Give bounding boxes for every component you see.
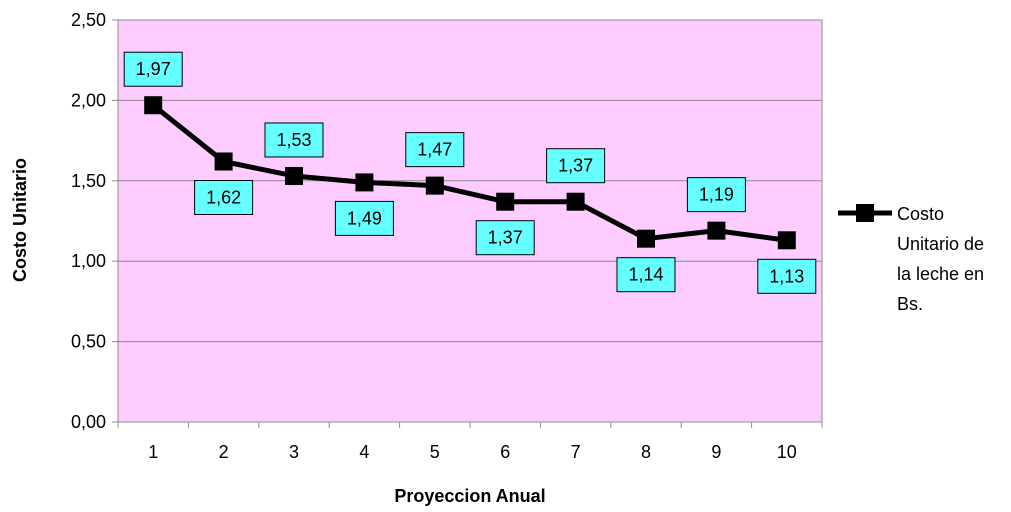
data-label: 1,47 (405, 132, 465, 168)
data-point (777, 231, 796, 250)
data-point (707, 221, 726, 240)
legend-label: Costo (897, 204, 944, 224)
x-tick-label: 10 (777, 442, 797, 462)
y-tick-label: 0,50 (71, 332, 106, 352)
legend-label: la leche en (897, 264, 984, 284)
data-point (144, 96, 163, 115)
data-label-box (546, 148, 606, 184)
y-axis-ticks: 0,00 0,50 1,00 1,50 2,00 2,50 (71, 10, 118, 432)
data-label: 1,37 (475, 220, 535, 256)
data-label-box (757, 258, 817, 294)
series-line (151, 103, 788, 243)
series-line-path (151, 103, 788, 243)
data-label: 1,19 (686, 177, 746, 213)
legend-marker (856, 204, 874, 222)
y-tick-label: 0,00 (71, 412, 106, 432)
x-tick-label: 5 (430, 442, 440, 462)
data-label-text: 1,49 (347, 208, 382, 228)
y-tick-label: 1,00 (71, 251, 106, 271)
data-point (355, 173, 374, 192)
data-label-text: 1,14 (628, 265, 663, 285)
x-tick-label: 4 (359, 442, 369, 462)
data-label-text: 1,47 (417, 140, 452, 160)
data-label-box (475, 220, 535, 256)
data-label-text: 1,37 (558, 156, 593, 176)
data-label: 1,13 (757, 258, 817, 294)
legend-label: Unitario de (897, 234, 984, 254)
x-axis-title: Proyeccion Anual (394, 486, 545, 506)
series-markers (144, 96, 796, 250)
data-label: 1,62 (194, 180, 254, 216)
data-label-text: 1,62 (206, 188, 241, 208)
data-labels: 1,97 1,62 1,53 1,49 1,47 1,37 1,37 1,14 1,19 1,13 (123, 51, 817, 294)
y-tick-label: 1,50 (71, 171, 106, 191)
data-label-text: 1,37 (488, 228, 523, 248)
legend: Costo Unitario de la leche en Bs. (838, 204, 984, 314)
plot-background (117, 19, 823, 423)
x-tick-label: 9 (711, 442, 721, 462)
x-tick-label: 8 (641, 442, 651, 462)
x-tick-label: 7 (571, 442, 581, 462)
data-point (496, 192, 515, 211)
x-tick-label: 6 (500, 442, 510, 462)
data-label: 1,53 (264, 122, 324, 158)
data-label: 1,49 (334, 200, 394, 236)
x-axis-ticks: 1 2 3 4 5 6 7 8 9 10 (117, 422, 823, 462)
data-label-text: 1,97 (136, 59, 171, 79)
data-label: 1,97 (123, 51, 183, 87)
y-axis-title: Costo Unitario (10, 158, 30, 282)
data-label: 1,37 (546, 148, 606, 184)
data-label-box (405, 132, 465, 168)
data-label-box (616, 257, 676, 293)
data-point (425, 176, 444, 195)
data-label-box (194, 180, 254, 216)
data-point (285, 166, 303, 185)
data-label-text: 1,13 (769, 266, 804, 286)
x-tick-label: 3 (289, 442, 299, 462)
data-point (637, 229, 655, 248)
legend-label: Bs. (897, 294, 923, 314)
y-tick-label: 2,00 (71, 90, 106, 110)
data-label-text: 1,53 (276, 130, 311, 150)
data-label: 1,14 (616, 257, 676, 293)
data-label-box (334, 200, 394, 236)
data-point (214, 152, 233, 171)
x-tick-label: 2 (219, 442, 229, 462)
data-label-box (123, 51, 183, 87)
data-label-box (686, 177, 746, 213)
y-tick-label: 2,50 (71, 10, 106, 30)
data-point (566, 192, 585, 211)
data-label-text: 1,19 (699, 185, 734, 205)
plot-area (117, 19, 823, 423)
x-tick-label: 1 (148, 442, 158, 462)
data-label-box (264, 122, 324, 158)
